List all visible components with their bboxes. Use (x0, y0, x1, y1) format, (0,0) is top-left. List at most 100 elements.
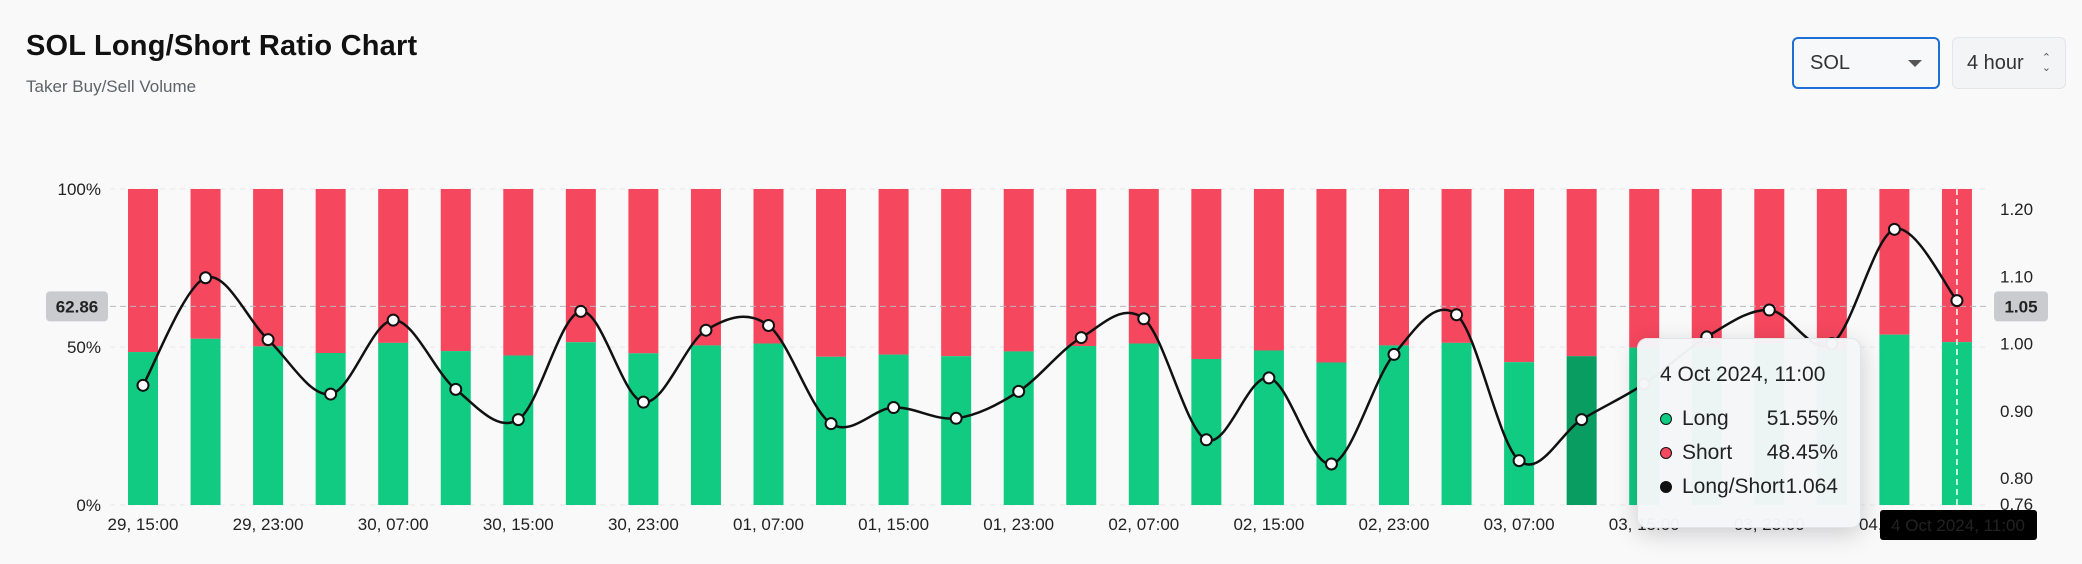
bar-short (1253, 189, 1284, 351)
crosshair-x-badge (1880, 510, 2037, 540)
bar-short (503, 189, 534, 356)
page-title: SOL Long/Short Ratio Chart (26, 30, 418, 62)
ratio-point (1575, 413, 1589, 427)
ratio-point (386, 313, 400, 327)
ratio-point (1262, 371, 1276, 385)
bar-long (440, 351, 471, 505)
bar-long (628, 353, 659, 505)
chart-tooltip: 4 Oct 2024, 11:00 Long 51.55% Short 48.4… (1637, 338, 1861, 528)
tooltip-date: 4 Oct 2024, 11:00 (1660, 363, 1826, 386)
bar-long (1566, 356, 1597, 505)
bar-short (628, 189, 659, 354)
bar-short (1003, 189, 1034, 352)
bar-short (190, 189, 221, 339)
bar-long (690, 345, 721, 505)
bar-short (1316, 189, 1347, 363)
ratio-point (199, 271, 213, 285)
bar-long (565, 342, 596, 505)
x-tick-label: 30, 23:00 (608, 515, 679, 534)
x-tick-label: 02, 07:00 (1108, 515, 1179, 534)
ratio-point (1137, 312, 1151, 326)
ratio-point (136, 378, 150, 392)
bar-short (753, 189, 784, 344)
x-tick-label: 02, 23:00 (1359, 515, 1430, 534)
crosshair-left-label: 62.86 (56, 297, 99, 316)
bar-long (1879, 334, 1910, 505)
ratio-point (699, 323, 713, 337)
ratio-point (574, 304, 588, 318)
y-right-tick-label: 0.80 (2000, 469, 2033, 488)
ratio-point (1950, 294, 1964, 308)
updown-chevron-icon: ⌃ ⌄ (2041, 52, 2051, 74)
coin-select-value: SOL (1810, 51, 1851, 74)
y-right-tick-label: 1.10 (2000, 267, 2033, 286)
ratio-point (762, 318, 775, 332)
coin-select[interactable]: SOL (1792, 37, 1940, 89)
page-subtitle: Taker Buy/Sell Volume (26, 77, 197, 96)
bar-short (1691, 189, 1722, 347)
bar-short (1066, 189, 1097, 347)
chevron-down-icon (1908, 59, 1922, 67)
x-tick-label: 03, 07:00 (1484, 515, 1555, 534)
bar-short (315, 189, 346, 354)
bar-long (1003, 351, 1034, 505)
interval-select-value: 4 hour (1967, 51, 2024, 74)
x-tick-label: 29, 15:00 (108, 515, 179, 534)
ratio-point (324, 387, 338, 401)
tooltip-label: Long (1682, 407, 1729, 430)
bar-short (1754, 189, 1785, 344)
tooltip-value: 1.064 (1785, 475, 1838, 498)
x-tick-label: 02, 15:00 (1233, 515, 1304, 534)
ratio-point (1387, 347, 1401, 361)
crosshair-right-label: 1.05 (2004, 297, 2037, 316)
y-left-tick-label: 50% (67, 338, 101, 357)
tooltip-value: 51.55% (1766, 407, 1838, 430)
ratio-point (887, 401, 901, 415)
bar-short (1566, 189, 1597, 357)
y-right-tick-label: 1.20 (2000, 200, 2033, 219)
bar-long (1066, 346, 1097, 505)
long-dot-icon (1660, 413, 1672, 425)
ratio-point (1512, 454, 1526, 468)
chart-header: SOL Long/Short Ratio Chart Taker Buy/Sel… (26, 30, 417, 97)
bar-long (1316, 362, 1347, 505)
bar-long (941, 356, 972, 505)
x-tick-label: 01, 07:00 (733, 515, 804, 534)
bar-short (128, 189, 158, 353)
x-tick-label: 01, 23:00 (983, 515, 1054, 534)
chart-controls: SOL 4 hour ⌃ ⌄ (1792, 37, 2066, 89)
bar-long (128, 352, 158, 505)
bar-short (1629, 189, 1660, 348)
tooltip-label: Long/Short (1682, 475, 1785, 498)
tooltip-row-short: Short 48.45% (1660, 441, 1838, 465)
ratio-point (261, 333, 275, 347)
y-right-min-label: 0.76 (2000, 495, 2033, 514)
ratio-point (1450, 308, 1464, 322)
bar-long (190, 338, 221, 505)
bar-short (253, 189, 284, 347)
tooltip-row-long: Long 51.55% (1660, 407, 1838, 431)
x-tick-label: 29, 23:00 (233, 515, 304, 534)
interval-select[interactable]: 4 hour ⌃ ⌄ (1952, 37, 2066, 89)
tooltip-value: 48.45% (1766, 441, 1838, 464)
bar-short (1816, 189, 1847, 351)
bar-short (690, 189, 721, 346)
bar-short (1379, 189, 1409, 346)
bar-short (941, 189, 972, 357)
short-dot-icon (1660, 447, 1672, 459)
y-left-tick-label: 0% (76, 496, 101, 515)
bar-long (1128, 343, 1159, 505)
x-tick-label: 30, 15:00 (483, 515, 554, 534)
bar-short (1191, 189, 1222, 360)
x-tick-label: 30, 07:00 (358, 515, 429, 534)
bar-long (253, 346, 284, 505)
bar-long (816, 356, 847, 505)
ratio-point (949, 411, 963, 425)
x-tick-label: 01, 15:00 (858, 515, 929, 534)
ratio-point (1762, 303, 1776, 317)
ratio-point (824, 417, 838, 431)
bar-short (1504, 189, 1535, 363)
ratio-point (636, 395, 650, 409)
y-right-tick-label: 0.90 (2000, 402, 2033, 421)
